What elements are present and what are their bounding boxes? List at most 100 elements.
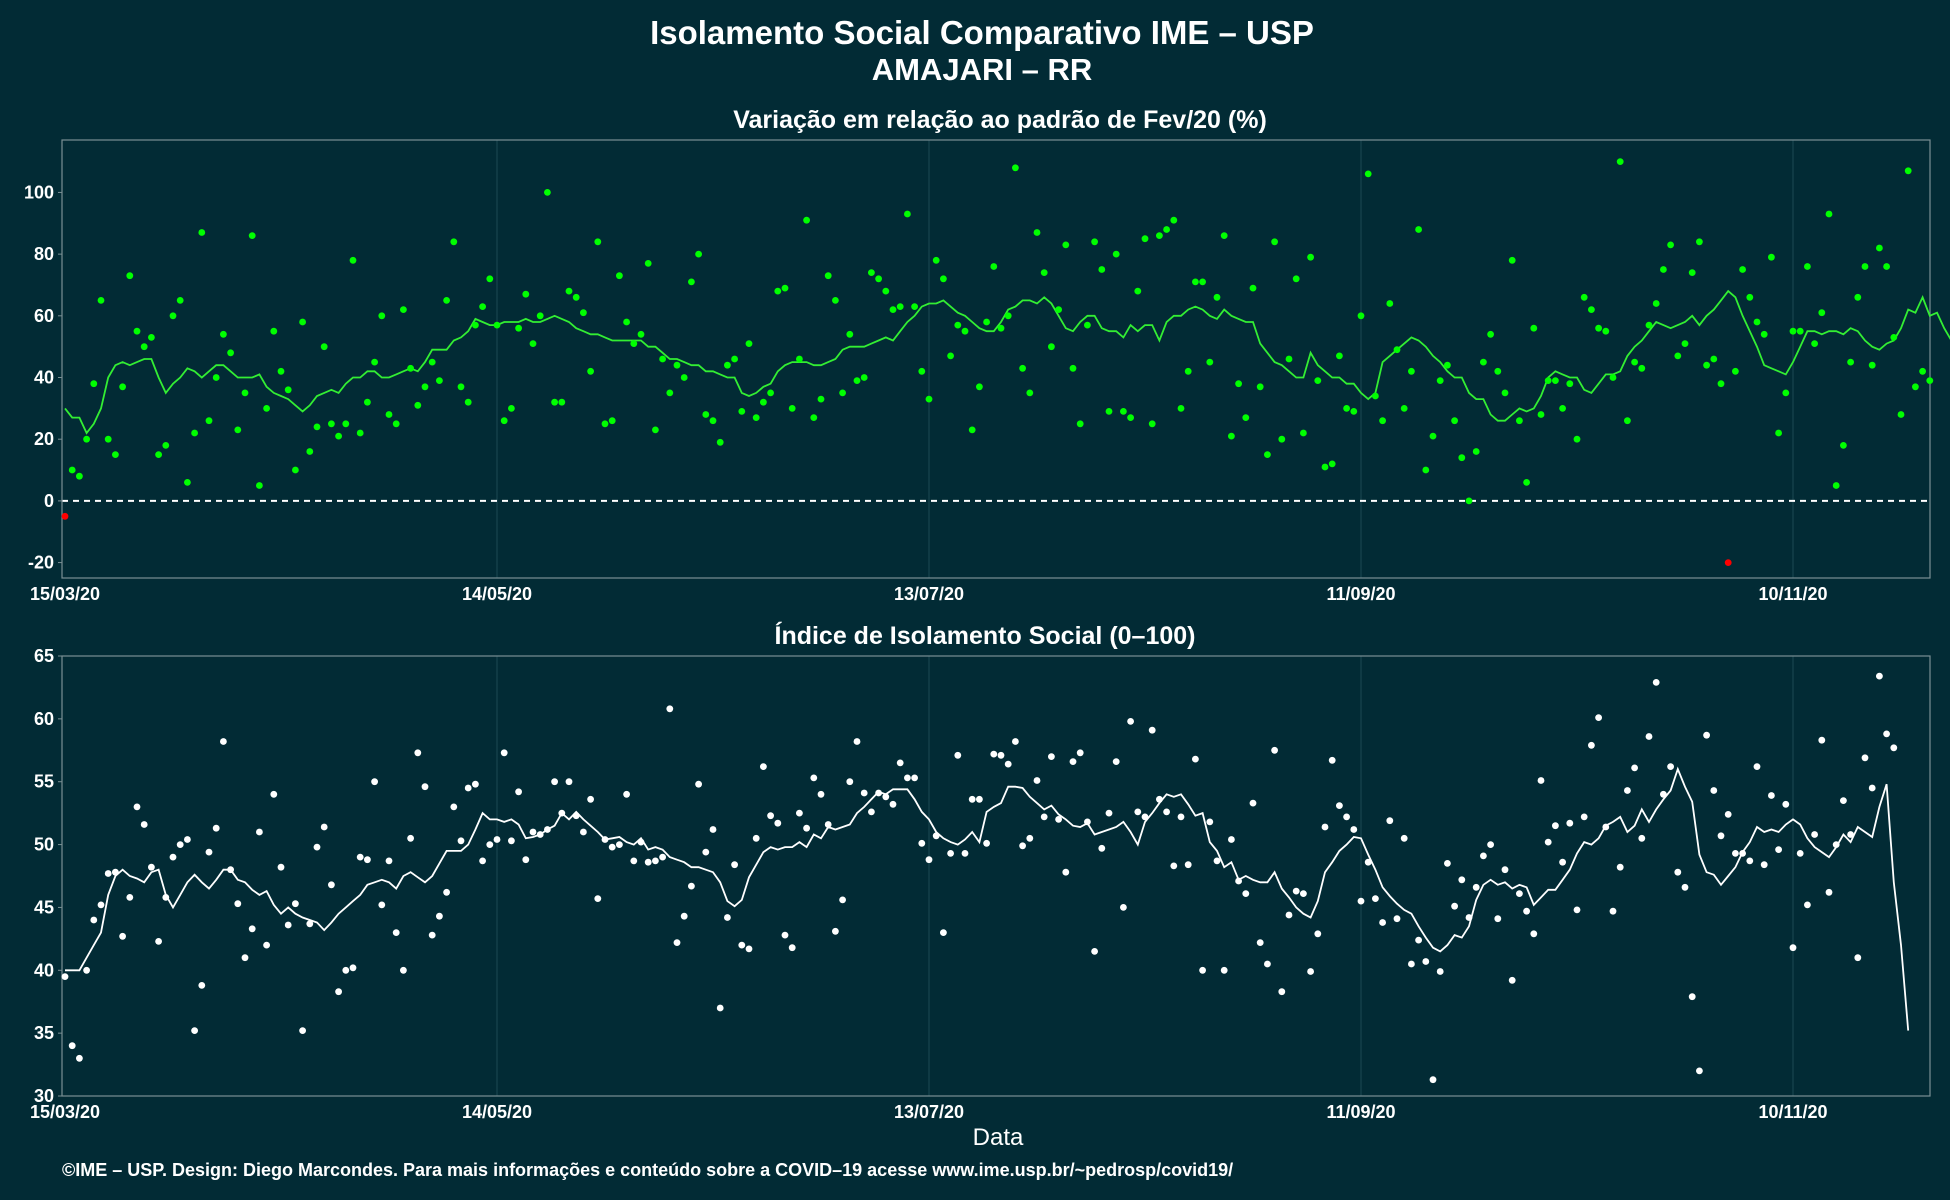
variation-data-point	[745, 340, 753, 347]
index-data-point	[882, 793, 890, 801]
variation-data-point	[767, 389, 774, 397]
variation-data-point	[1688, 269, 1696, 276]
index-data-point	[1861, 754, 1869, 762]
index-data-point	[680, 912, 688, 920]
variation-x-tick-label: 11/09/20	[1326, 584, 1395, 604]
variation-data-point	[1868, 361, 1876, 369]
variation-data-point	[1681, 340, 1689, 347]
variation-data-point	[1465, 497, 1473, 505]
index-data-point	[1220, 966, 1228, 974]
index-data-point	[443, 888, 450, 896]
variation-data-point	[1912, 383, 1919, 391]
index-data-point	[1544, 838, 1552, 846]
index-data-point	[551, 778, 558, 786]
variation-data-point	[1552, 377, 1559, 384]
index-data-point	[1048, 753, 1055, 760]
index-data-point	[1696, 1067, 1703, 1075]
index-data-point	[256, 828, 263, 836]
index-data-point	[1076, 749, 1084, 757]
index-data-point	[1688, 993, 1696, 1001]
index-data-point	[1026, 834, 1034, 842]
index-data-point	[925, 856, 933, 864]
index-data-point	[227, 866, 235, 874]
index-data-point	[976, 795, 983, 803]
index-data-point	[133, 803, 141, 811]
variation-data-point	[493, 321, 501, 329]
x-axis-label: Data	[973, 1124, 1024, 1151]
variation-data-point	[392, 420, 400, 428]
variation-data-point	[1105, 408, 1113, 415]
variation-data-point	[1026, 389, 1034, 397]
index-data-point	[1278, 988, 1286, 996]
variation-data-point	[1264, 451, 1271, 458]
variation-data-point	[1746, 293, 1754, 301]
variation-data-point	[1184, 367, 1192, 375]
variation-data-point	[889, 306, 897, 313]
variation-data-point	[1393, 346, 1401, 354]
variation-data-point	[1667, 241, 1674, 249]
variation-data-point	[414, 401, 422, 409]
index-data-point	[1249, 799, 1257, 807]
variation-data-point	[428, 358, 436, 366]
index-data-point	[688, 882, 695, 890]
variation-data-point	[241, 389, 249, 397]
variation-data-point	[364, 398, 371, 406]
index-data-point	[421, 783, 429, 791]
index-data-point	[1753, 763, 1761, 770]
index-data-point	[112, 868, 119, 876]
index-data-point	[522, 856, 530, 864]
variation-data-point	[752, 414, 760, 421]
index-data-point	[97, 901, 105, 909]
index-data-point	[983, 839, 990, 847]
variation-data-point	[601, 420, 609, 428]
index-data-point	[1580, 813, 1588, 821]
variation-data-point	[104, 435, 112, 443]
index-data-point	[1487, 841, 1494, 848]
index-data-point	[659, 853, 666, 861]
variation-data-point	[248, 232, 256, 240]
index-data-point	[162, 894, 170, 901]
index-data-point	[1674, 868, 1682, 876]
variation-data-point	[1890, 334, 1898, 341]
index-data-point	[1710, 787, 1718, 794]
variation-data-point	[623, 318, 630, 326]
variation-data-point	[1458, 454, 1466, 462]
variation-data-point	[371, 358, 378, 366]
index-data-point	[817, 790, 825, 798]
index-data-point	[1004, 760, 1012, 768]
variation-data-point	[1847, 358, 1854, 366]
variation-data-point	[976, 383, 983, 391]
variation-data-point	[630, 340, 638, 347]
variation-data-point	[608, 417, 616, 425]
index-data-point	[479, 857, 486, 865]
index-data-point	[1156, 795, 1163, 803]
index-data-point	[1825, 888, 1833, 896]
variation-data-point	[947, 352, 954, 360]
variation-data-point	[1170, 216, 1178, 224]
index-data-point	[342, 966, 350, 974]
index-data-point	[990, 750, 998, 758]
index-data-point	[119, 932, 126, 940]
index-data-point	[1818, 736, 1826, 744]
variation-data-point	[565, 287, 573, 295]
variation-data-point	[1415, 226, 1422, 233]
variation-data-point	[544, 189, 551, 196]
index-data-point	[1724, 811, 1732, 818]
variation-data-point	[1141, 235, 1149, 243]
index-data-point	[1451, 902, 1458, 910]
index-y-tick-label: 50	[34, 835, 54, 855]
variation-data-point	[486, 275, 494, 283]
variation-data-point	[126, 272, 134, 280]
variation-data-point	[227, 349, 235, 357]
variation-data-point	[155, 451, 163, 458]
variation-data-point	[688, 278, 695, 286]
variation-data-point	[68, 466, 76, 474]
variation-data-point	[1825, 210, 1833, 218]
variation-data-point	[1321, 463, 1329, 471]
index-data-point	[205, 848, 213, 856]
index-data-point	[572, 812, 580, 820]
variation-data-point	[940, 275, 947, 283]
variation-data-point	[1112, 250, 1120, 258]
index-data-point	[191, 1027, 199, 1034]
variation-data-point	[774, 287, 782, 295]
